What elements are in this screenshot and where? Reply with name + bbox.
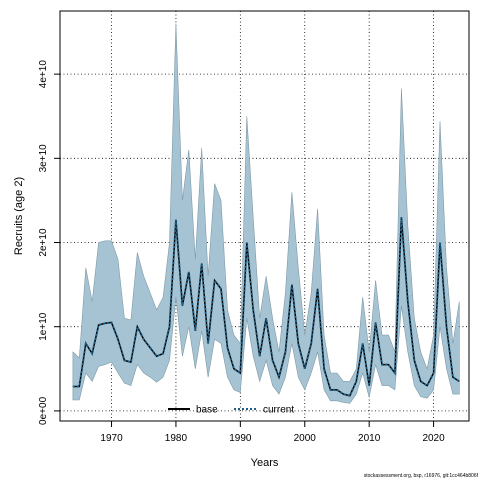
y-tick-label: 2e+10 xyxy=(38,228,49,257)
legend: base current xyxy=(168,405,294,416)
legend-label-base: base xyxy=(196,405,218,416)
y-axis-title: Recruits (age 2) xyxy=(13,177,25,255)
y-tick-label: 4e+10 xyxy=(38,60,49,89)
x-tick-label: 1990 xyxy=(229,433,252,444)
x-tick-label: 2010 xyxy=(358,433,381,444)
x-axis-title: Years xyxy=(251,457,279,469)
confidence-band xyxy=(72,23,460,404)
x-tick-label: 2020 xyxy=(422,433,445,444)
x-tick-label: 1980 xyxy=(165,433,188,444)
y-axis: 0e+00 1e+10 2e+10 3e+10 4e+10 xyxy=(38,60,60,425)
x-axis: 1970 1980 1990 2000 2010 2020 xyxy=(100,421,445,444)
y-tick-label: 0e+00 xyxy=(38,396,49,425)
y-tick-label: 3e+10 xyxy=(38,144,49,173)
x-tick-label: 2000 xyxy=(294,433,317,444)
footer-text: stockassessment.org, bsp, r16976, git:1c… xyxy=(364,473,479,479)
series-layer xyxy=(72,217,460,397)
series-line-current xyxy=(72,217,460,397)
x-tick-label: 1970 xyxy=(100,433,123,444)
plot-frame xyxy=(59,10,470,422)
y-tick-label: 1e+10 xyxy=(38,312,49,341)
legend-label-current: current xyxy=(263,405,294,416)
